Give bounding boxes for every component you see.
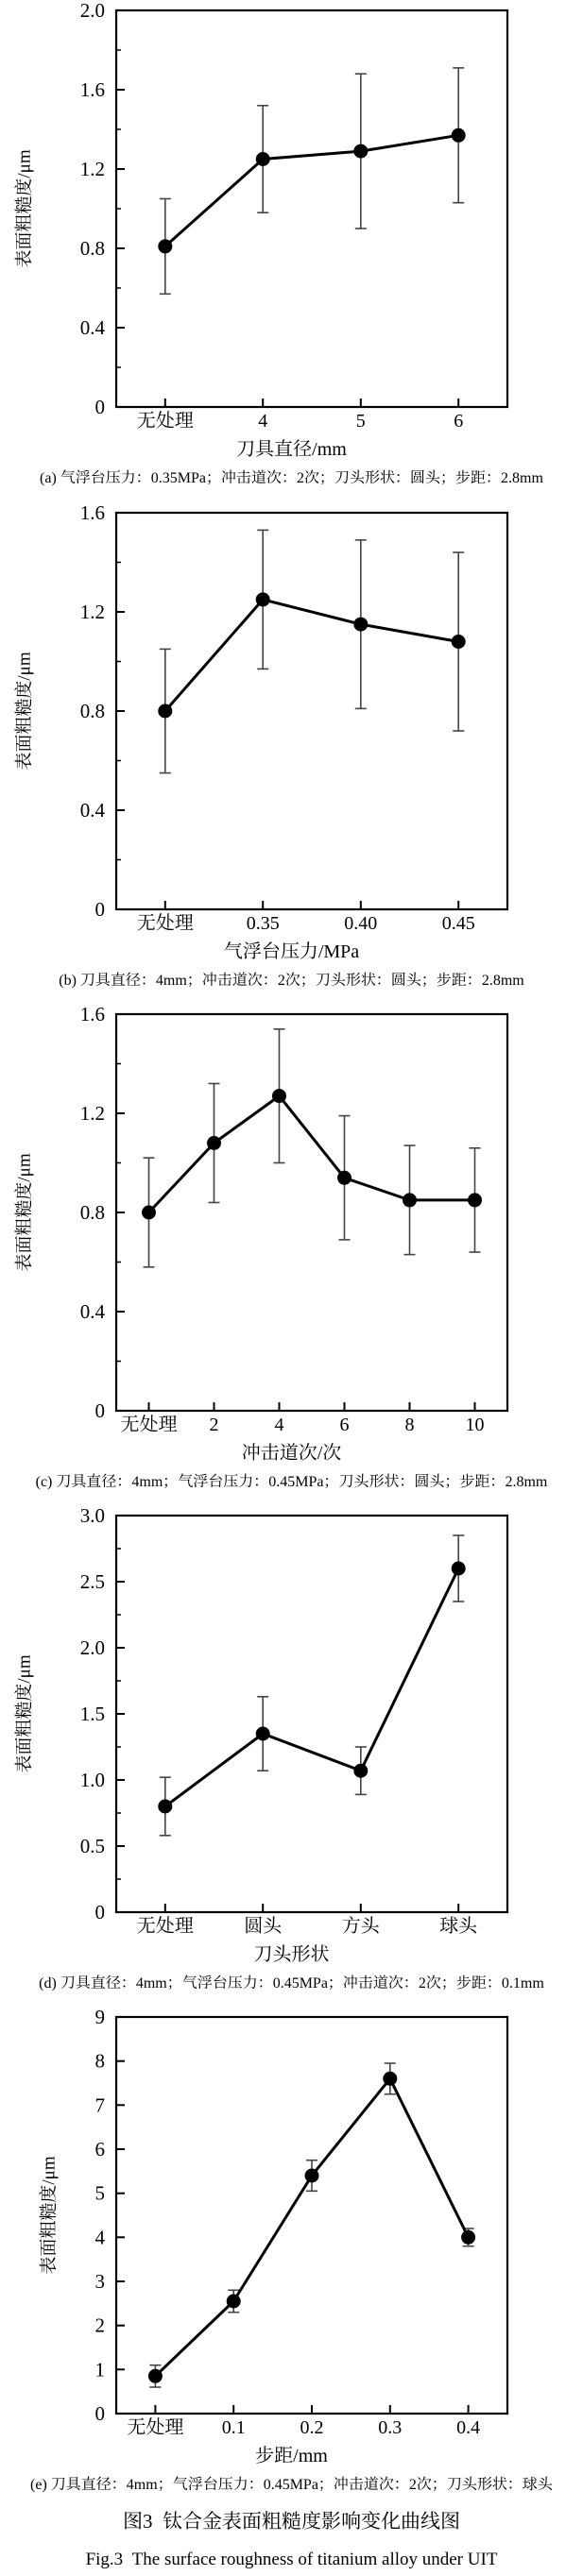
svg-text:球头: 球头 <box>439 1916 477 1937</box>
svg-text:2: 2 <box>210 1415 219 1435</box>
svg-text:0: 0 <box>95 1399 106 1422</box>
svg-text:1.6: 1.6 <box>80 78 105 101</box>
svg-text:8: 8 <box>405 1415 415 1435</box>
svg-text:0.8: 0.8 <box>80 700 105 722</box>
svg-text:0.5: 0.5 <box>80 1835 105 1857</box>
svg-text:6: 6 <box>454 411 463 432</box>
svg-text:1.6: 1.6 <box>80 1003 105 1025</box>
svg-text:0.45: 0.45 <box>442 913 475 934</box>
svg-text:6: 6 <box>95 2138 106 2161</box>
svg-text:0.8: 0.8 <box>80 1201 105 1224</box>
svg-text:1.2: 1.2 <box>80 1102 105 1125</box>
svg-text:8: 8 <box>95 2050 106 2073</box>
svg-text:0.40: 0.40 <box>344 913 377 934</box>
svg-text:圆头: 圆头 <box>244 1916 282 1937</box>
svg-text:4: 4 <box>95 2226 106 2248</box>
svg-text:0.35: 0.35 <box>247 913 280 934</box>
svg-text:9: 9 <box>95 2006 106 2028</box>
svg-text:2.0: 2.0 <box>80 1636 105 1659</box>
svg-text:3.0: 3.0 <box>80 1504 105 1527</box>
svg-text:无处理: 无处理 <box>121 1415 178 1435</box>
svg-text:1.2: 1.2 <box>80 601 105 623</box>
svg-text:5: 5 <box>95 2182 106 2205</box>
svg-text:4: 4 <box>275 1415 284 1435</box>
svg-text:1: 1 <box>95 2358 106 2381</box>
svg-text:3: 3 <box>95 2270 106 2293</box>
svg-text:1.6: 1.6 <box>80 501 105 524</box>
svg-text:0.1: 0.1 <box>222 2417 246 2438</box>
svg-text:0.4: 0.4 <box>80 799 106 822</box>
svg-text:无处理: 无处理 <box>137 411 194 432</box>
svg-text:无处理: 无处理 <box>137 913 194 934</box>
svg-text:0: 0 <box>95 1901 106 1924</box>
svg-text:2: 2 <box>95 2314 106 2337</box>
svg-text:7: 7 <box>95 2093 106 2116</box>
svg-text:4: 4 <box>258 411 267 432</box>
svg-text:10: 10 <box>466 1415 485 1435</box>
svg-text:无处理: 无处理 <box>137 1916 194 1937</box>
svg-text:0: 0 <box>95 2402 106 2425</box>
svg-text:0.3: 0.3 <box>378 2417 402 2438</box>
svg-text:0.2: 0.2 <box>300 2417 324 2438</box>
svg-text:方头: 方头 <box>342 1916 380 1937</box>
svg-text:6: 6 <box>340 1415 350 1435</box>
svg-text:无处理: 无处理 <box>127 2417 183 2438</box>
svg-text:0: 0 <box>95 396 106 418</box>
svg-text:0: 0 <box>95 898 106 921</box>
svg-text:0.4: 0.4 <box>456 2417 480 2438</box>
svg-text:2.5: 2.5 <box>80 1570 105 1593</box>
svg-text:2.0: 2.0 <box>80 0 105 22</box>
svg-text:1.5: 1.5 <box>80 1703 105 1725</box>
svg-text:0.4: 0.4 <box>80 316 106 339</box>
svg-text:1.2: 1.2 <box>80 158 105 180</box>
svg-text:0.8: 0.8 <box>80 237 105 260</box>
svg-text:0.4: 0.4 <box>80 1300 106 1323</box>
svg-text:1.0: 1.0 <box>80 1769 105 1791</box>
svg-text:5: 5 <box>356 411 366 432</box>
